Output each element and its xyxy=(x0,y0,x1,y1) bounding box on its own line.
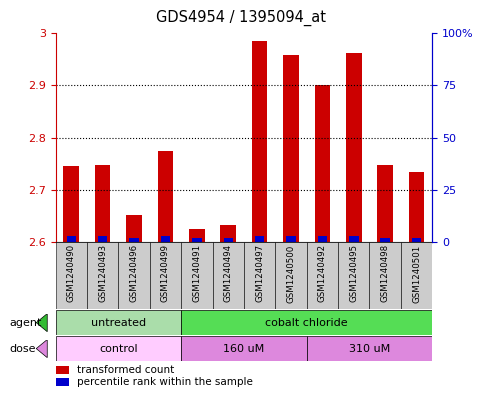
Bar xyxy=(286,237,296,242)
Bar xyxy=(255,237,264,242)
Bar xyxy=(314,85,330,242)
Bar xyxy=(381,237,390,242)
Bar xyxy=(346,53,362,242)
FancyBboxPatch shape xyxy=(244,242,275,309)
Bar xyxy=(67,237,76,242)
Bar xyxy=(56,366,69,374)
FancyBboxPatch shape xyxy=(56,242,87,309)
Bar xyxy=(157,151,173,242)
Text: GSM1240490: GSM1240490 xyxy=(67,244,76,303)
FancyBboxPatch shape xyxy=(150,242,181,309)
FancyBboxPatch shape xyxy=(181,336,307,361)
Bar xyxy=(318,237,327,242)
Text: dose: dose xyxy=(10,343,36,354)
Bar xyxy=(412,237,421,242)
FancyBboxPatch shape xyxy=(56,336,181,361)
Bar xyxy=(95,165,111,242)
Text: GSM1240493: GSM1240493 xyxy=(98,244,107,303)
Text: GSM1240492: GSM1240492 xyxy=(318,244,327,303)
FancyBboxPatch shape xyxy=(87,242,118,309)
FancyBboxPatch shape xyxy=(181,242,213,309)
FancyBboxPatch shape xyxy=(118,242,150,309)
Text: GSM1240494: GSM1240494 xyxy=(224,244,233,303)
FancyBboxPatch shape xyxy=(369,242,401,309)
Text: 160 uM: 160 uM xyxy=(223,343,265,354)
Text: 310 uM: 310 uM xyxy=(349,343,390,354)
Bar xyxy=(192,238,201,242)
Text: percentile rank within the sample: percentile rank within the sample xyxy=(77,377,253,387)
Bar xyxy=(409,173,425,242)
Polygon shape xyxy=(36,340,47,358)
Bar xyxy=(377,165,393,242)
Text: cobalt chloride: cobalt chloride xyxy=(265,318,348,328)
Bar xyxy=(98,237,107,242)
Text: GSM1240496: GSM1240496 xyxy=(129,244,139,303)
Text: agent: agent xyxy=(10,318,42,328)
Text: control: control xyxy=(99,343,138,354)
FancyBboxPatch shape xyxy=(338,242,369,309)
Text: GSM1240498: GSM1240498 xyxy=(381,244,390,303)
FancyBboxPatch shape xyxy=(275,242,307,309)
Text: GSM1240491: GSM1240491 xyxy=(192,244,201,303)
FancyBboxPatch shape xyxy=(401,242,432,309)
Bar xyxy=(220,225,236,242)
Text: GSM1240497: GSM1240497 xyxy=(255,244,264,303)
Text: transformed count: transformed count xyxy=(77,365,174,375)
Bar xyxy=(56,378,69,386)
Bar xyxy=(252,41,268,242)
Polygon shape xyxy=(36,314,47,332)
Bar xyxy=(129,237,139,242)
FancyBboxPatch shape xyxy=(56,310,181,335)
Text: GSM1240500: GSM1240500 xyxy=(286,244,296,303)
Text: GSM1240499: GSM1240499 xyxy=(161,244,170,302)
Bar xyxy=(161,237,170,242)
Bar xyxy=(224,238,233,242)
FancyBboxPatch shape xyxy=(181,310,432,335)
Bar xyxy=(63,166,79,242)
Bar xyxy=(189,229,205,242)
FancyBboxPatch shape xyxy=(307,242,338,309)
Bar xyxy=(126,215,142,242)
Bar xyxy=(283,55,299,242)
Text: untreated: untreated xyxy=(91,318,146,328)
FancyBboxPatch shape xyxy=(213,242,244,309)
Text: GDS4954 / 1395094_at: GDS4954 / 1395094_at xyxy=(156,10,327,26)
FancyBboxPatch shape xyxy=(307,336,432,361)
Text: GSM1240495: GSM1240495 xyxy=(349,244,358,303)
Bar xyxy=(349,237,358,242)
Text: GSM1240501: GSM1240501 xyxy=(412,244,421,303)
